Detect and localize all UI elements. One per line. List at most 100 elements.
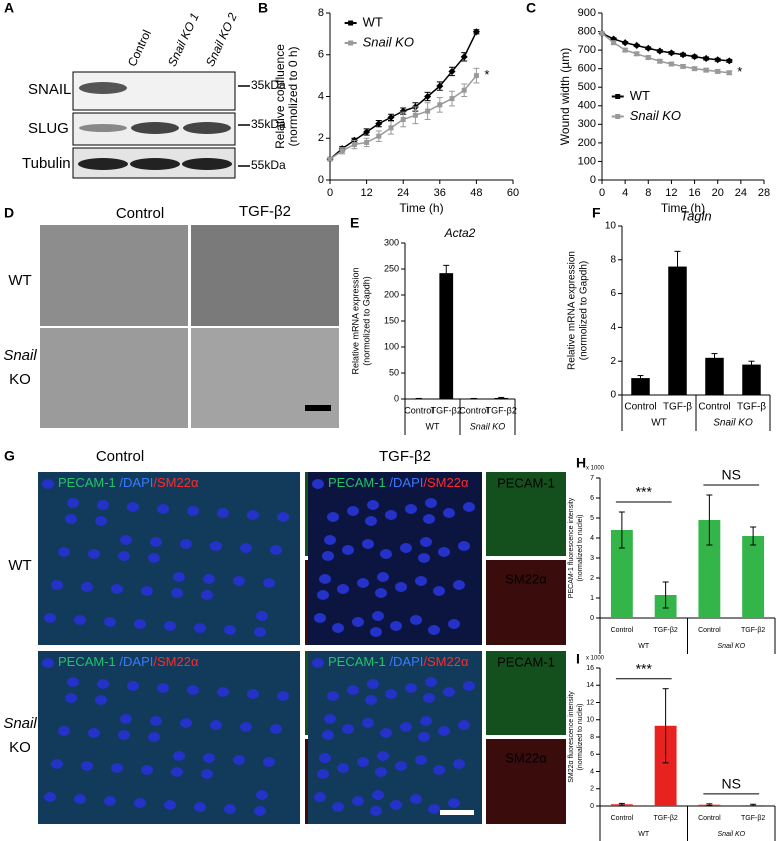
legend-label: WT (363, 14, 383, 29)
row-label: Snail (3, 715, 37, 732)
nucleus (332, 802, 344, 812)
bar (698, 520, 721, 618)
nucleus (111, 763, 123, 773)
x-tick-label: 48 (470, 187, 482, 199)
channel-label: PECAM-1 (497, 475, 555, 490)
nucleus (322, 730, 334, 740)
nucleus (51, 580, 63, 590)
nucleus (256, 611, 268, 621)
nucleus (433, 765, 445, 775)
x-tick-label: 4 (622, 187, 628, 199)
nucleus (173, 572, 185, 582)
y-tick-label: 100 (578, 155, 596, 167)
nucleus (164, 800, 176, 810)
annotation: * (737, 64, 742, 79)
nucleus (400, 543, 412, 553)
nucleus (428, 804, 440, 814)
nucleus (385, 510, 397, 520)
x-tick-label: TGF-β (663, 402, 692, 413)
band (183, 122, 231, 134)
nucleus (171, 767, 183, 777)
nucleus (58, 547, 70, 557)
y-tick-label: 50 (389, 367, 399, 377)
immunofluorescence: Control TGF-β2 WT Snail KO PECAM-1 /DAPI… (3, 448, 566, 824)
scale-bar (305, 405, 331, 411)
marker (667, 49, 675, 57)
marker (387, 113, 395, 121)
y-tick-label: 400 (578, 100, 596, 112)
nucleus (187, 506, 199, 516)
x-tick-label: Control (698, 815, 721, 822)
merge-label-part: PECAM-1 (58, 475, 116, 490)
group-label: Snail KO (717, 831, 745, 838)
x-tick-label: Control (698, 402, 730, 413)
marker (656, 47, 664, 55)
y-tick-label: 8 (590, 734, 594, 741)
nucleus (217, 687, 229, 697)
nucleus (420, 716, 432, 726)
y-axis-label: Wound width (µm) (558, 48, 572, 145)
nucleus (418, 553, 430, 563)
nucleus (201, 590, 213, 600)
marker (388, 125, 394, 131)
nucleus (425, 498, 437, 508)
merge-label-part: /SM22α (423, 475, 469, 490)
nucleus (67, 498, 79, 508)
nucleus (342, 724, 354, 734)
nucleus (247, 510, 259, 520)
lane-label: Snail KO 1 (165, 11, 202, 69)
micrograph (40, 225, 188, 326)
y-tick-label: 2 (610, 356, 616, 367)
nucleus (312, 479, 324, 489)
merge-label-part: /SM22α (153, 654, 199, 669)
marker (399, 107, 407, 115)
merge-label-part: /SM22α (153, 475, 199, 490)
nucleus (327, 512, 339, 522)
nucleus (463, 502, 475, 512)
nucleus (458, 720, 470, 730)
x-tick-label: 28 (758, 187, 770, 199)
column-label: TGF-β2 (239, 203, 291, 220)
nucleus (380, 549, 392, 559)
group-label: WT (638, 831, 650, 838)
y-axis-label: SM22α fluorescence intensity (568, 691, 575, 783)
nucleus (324, 535, 336, 545)
row-label: WT (8, 557, 31, 574)
nucleus (314, 613, 326, 623)
y-tick-label: 0 (610, 390, 616, 401)
bar (439, 273, 454, 399)
lane-label: Control (125, 28, 154, 69)
nucleus (180, 539, 192, 549)
y-tick-label: 4 (318, 90, 324, 102)
marker (691, 53, 699, 61)
marker (726, 70, 732, 76)
y-tick-label: 4 (610, 322, 616, 333)
y-tick-label: 8 (610, 254, 616, 265)
x-tick-label: TGF-β2 (486, 405, 517, 415)
panel-label: E (350, 215, 359, 231)
merge-label: PECAM-1 /DAPI/SM22α (58, 654, 199, 669)
marker (679, 51, 687, 59)
nucleus (44, 792, 56, 802)
nucleus (95, 516, 107, 526)
marker (703, 67, 709, 73)
nucleus (425, 677, 437, 687)
merge-label: PECAM-1 /DAPI/SM22α (328, 475, 469, 490)
nucleus (97, 500, 109, 510)
nucleus (270, 724, 282, 734)
marker (437, 102, 443, 108)
marker (644, 44, 652, 52)
y-tick-label: 14 (586, 682, 594, 689)
nucleus (141, 765, 153, 775)
y-tick-label: 500 (578, 81, 596, 93)
row-label: KO (9, 739, 31, 756)
nucleus (463, 681, 475, 691)
nucleus (370, 806, 382, 816)
nucleus (210, 541, 222, 551)
nucleus (203, 753, 215, 763)
nucleus (342, 545, 354, 555)
panel-label: H (576, 455, 586, 471)
y-tick-label: 900 (578, 7, 596, 19)
nucleus (367, 679, 379, 689)
nucleus (164, 621, 176, 631)
